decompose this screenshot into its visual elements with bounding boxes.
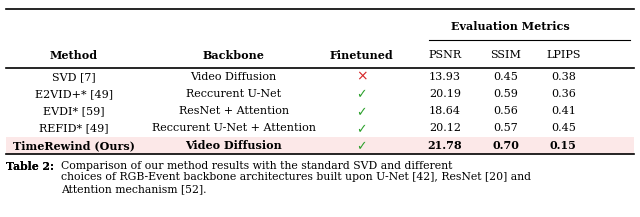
- Text: $\checkmark$: $\checkmark$: [356, 88, 367, 100]
- Text: TimeRewind (Ours): TimeRewind (Ours): [13, 140, 134, 151]
- Text: 0.59: 0.59: [493, 89, 518, 99]
- Text: 0.15: 0.15: [550, 140, 577, 151]
- Text: 0.45: 0.45: [551, 123, 575, 133]
- Text: EVDI* [59]: EVDI* [59]: [43, 106, 104, 116]
- Text: 0.36: 0.36: [551, 89, 575, 99]
- Text: SVD [7]: SVD [7]: [52, 72, 95, 82]
- Text: Comparison of our method results with the standard SVD and different
choices of : Comparison of our method results with th…: [61, 161, 531, 194]
- Text: 18.64: 18.64: [429, 106, 461, 116]
- Text: Evaluation Metrics: Evaluation Metrics: [451, 21, 570, 31]
- Text: REFID* [49]: REFID* [49]: [39, 123, 108, 133]
- Bar: [6, 137, 634, 154]
- Text: $\times$: $\times$: [356, 70, 367, 84]
- Text: SSIM: SSIM: [490, 50, 521, 60]
- Text: 0.45: 0.45: [493, 72, 518, 82]
- Text: PSNR: PSNR: [428, 50, 461, 60]
- Text: LPIPS: LPIPS: [546, 50, 580, 60]
- Text: 20.12: 20.12: [429, 123, 461, 133]
- Text: 0.38: 0.38: [551, 72, 575, 82]
- Text: 20.19: 20.19: [429, 89, 461, 99]
- Text: Table 2:: Table 2:: [6, 161, 54, 172]
- Text: Video Diffusion: Video Diffusion: [191, 72, 276, 82]
- Text: Table 2:: Table 2:: [6, 161, 54, 172]
- Text: Method: Method: [49, 50, 98, 61]
- Text: 0.41: 0.41: [551, 106, 575, 116]
- Text: 0.70: 0.70: [492, 140, 519, 151]
- Text: E2VID+* [49]: E2VID+* [49]: [35, 89, 113, 99]
- Text: $\checkmark$: $\checkmark$: [356, 122, 367, 135]
- Text: ResNet + Attention: ResNet + Attention: [179, 106, 289, 116]
- Text: 21.78: 21.78: [428, 140, 462, 151]
- Text: 13.93: 13.93: [429, 72, 461, 82]
- Text: 0.56: 0.56: [493, 106, 518, 116]
- Text: $\checkmark$: $\checkmark$: [356, 139, 367, 152]
- Text: Finetuned: Finetuned: [330, 50, 394, 61]
- Text: $\checkmark$: $\checkmark$: [356, 105, 367, 118]
- Text: Reccurent U-Net + Attention: Reccurent U-Net + Attention: [152, 123, 316, 133]
- Text: Backbone: Backbone: [203, 50, 264, 61]
- Text: 0.57: 0.57: [493, 123, 518, 133]
- Text: Reccurent U-Net: Reccurent U-Net: [186, 89, 281, 99]
- Text: Video Diffusion: Video Diffusion: [185, 140, 282, 151]
